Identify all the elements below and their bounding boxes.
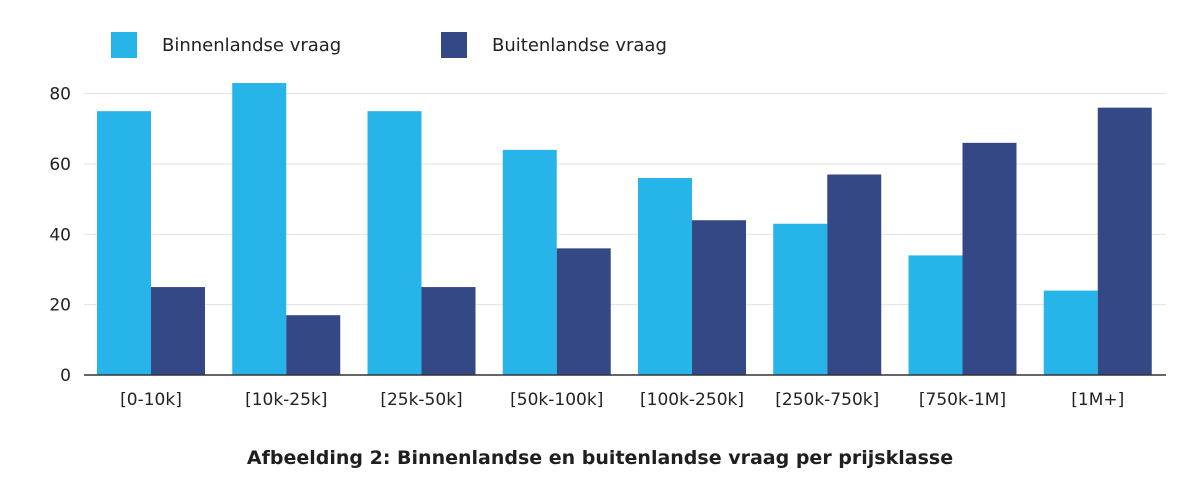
x-category-label: [25k-50k]: [380, 390, 462, 410]
y-tick-label: 60: [49, 155, 71, 175]
bar-buitenlandse: [286, 315, 341, 375]
bar-binnenlandse: [367, 111, 422, 376]
x-category-label: [0-10k]: [120, 390, 182, 410]
bar-binnenlandse: [908, 255, 963, 375]
bar-buitenlandse: [421, 287, 476, 375]
bar-binnenlandse: [232, 83, 287, 376]
bar-buitenlandse: [692, 220, 746, 375]
figure-caption: Afbeelding 2: Binnenlandse en buitenland…: [246, 447, 954, 469]
bar-buitenlandse: [151, 287, 205, 375]
bar-chart: 0 20 40 60 80 [0-10k] [10k-25k] [25k-50k] [50k-1…: [49, 32, 1166, 410]
legend-label: Buitenlandse vraag: [492, 35, 667, 56]
bar-binnenlandse: [502, 149, 557, 375]
legend-swatch: [111, 32, 137, 58]
legend-swatch: [441, 32, 467, 58]
bar-buitenlandse: [556, 248, 611, 375]
y-tick-label: 0: [60, 366, 71, 386]
bar-binnenlandse: [773, 223, 828, 375]
x-category-label: [100k-250k]: [640, 390, 744, 410]
y-tick-label: 40: [49, 225, 71, 245]
bar-binnenlandse: [638, 178, 692, 375]
x-category-label: [750k-1M]: [919, 390, 1006, 410]
legend: Binnenlandse vraag Buitenlandse vraag: [111, 32, 667, 58]
bars: [97, 83, 1152, 376]
legend-label: Binnenlandse vraag: [162, 35, 341, 56]
y-tick-label: 20: [49, 296, 71, 316]
bar-buitenlandse: [962, 142, 1017, 375]
bar-binnenlandse: [97, 111, 151, 376]
y-tick-label: 80: [49, 85, 71, 105]
bar-buitenlandse: [1097, 107, 1152, 376]
bar-buitenlandse: [827, 174, 882, 375]
x-category-label: [1M+]: [1071, 390, 1124, 410]
x-category-label: [50k-100k]: [510, 390, 603, 410]
axes: 0 20 40 60 80 [0-10k] [10k-25k] [25k-50k] [50k-1…: [49, 85, 1166, 410]
x-category-label: [250k-750k]: [775, 390, 879, 410]
bar-binnenlandse: [1043, 290, 1098, 375]
x-category-label: [10k-25k]: [245, 390, 327, 410]
